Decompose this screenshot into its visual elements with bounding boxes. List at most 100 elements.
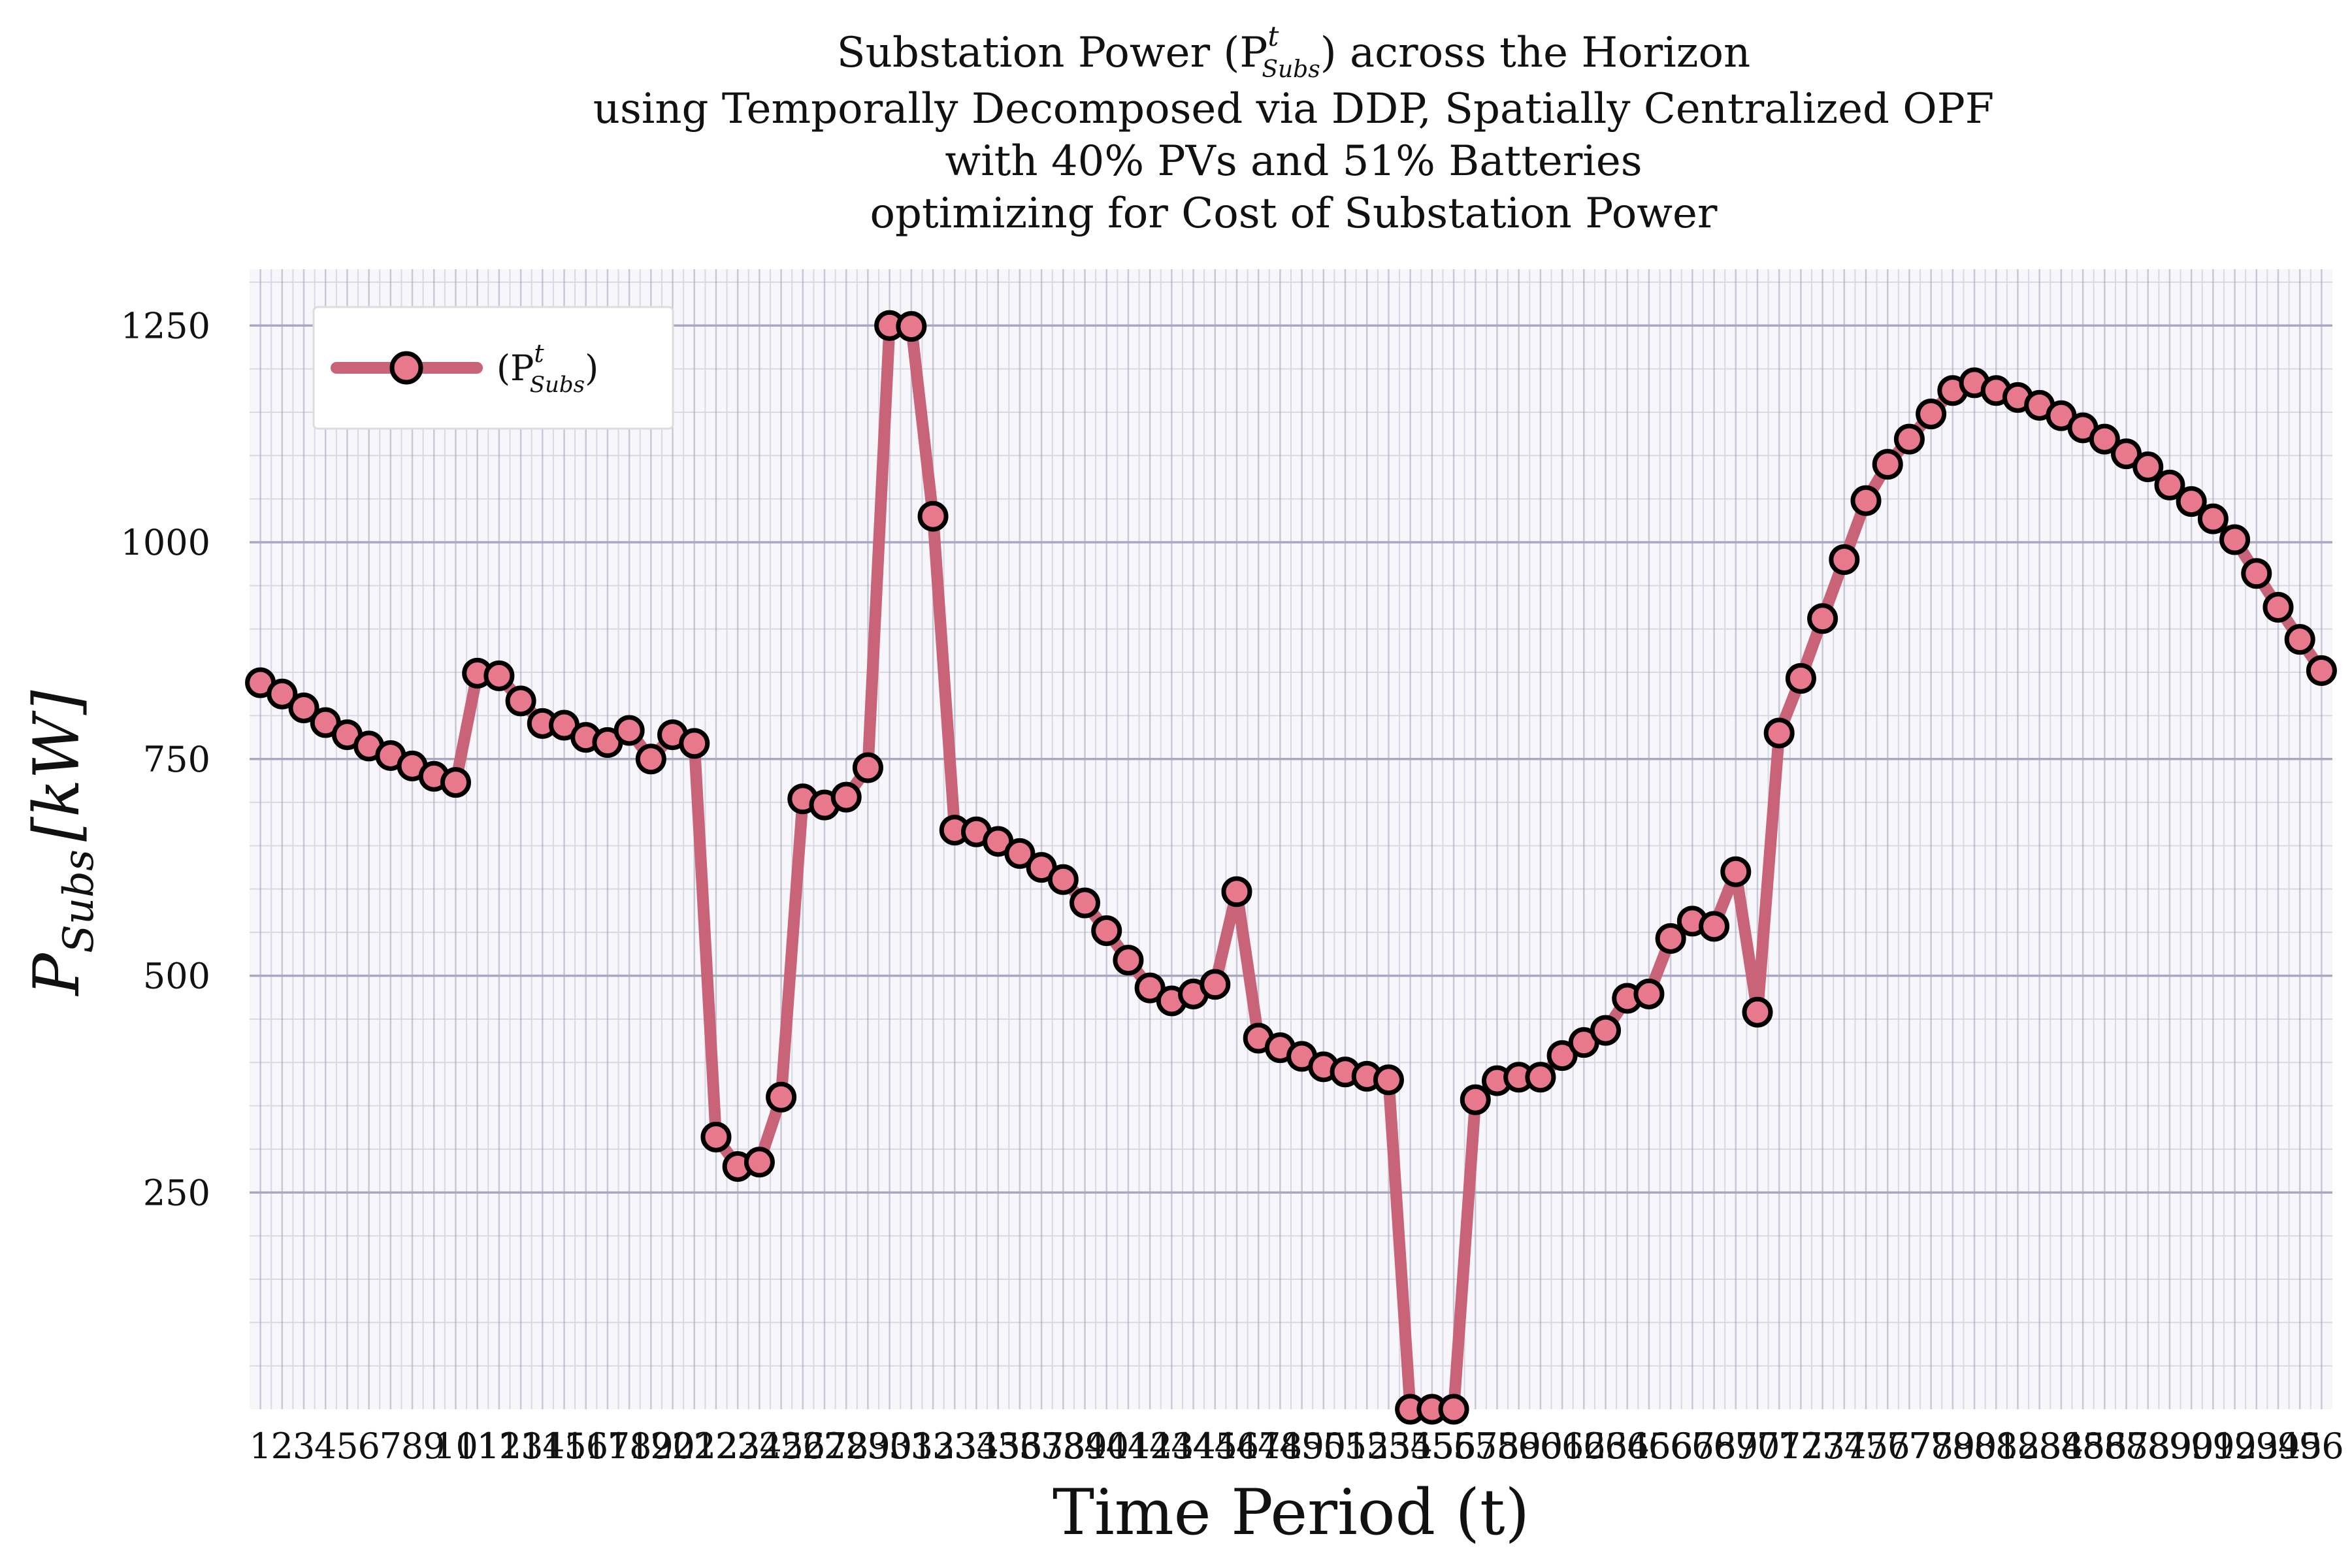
data-point-marker (852, 752, 883, 783)
x-tick-label: 3 (293, 1426, 315, 1467)
x-tick-label: 72 (1778, 1426, 1823, 1467)
x-tick-label: 38 (1041, 1426, 1086, 1467)
data-point-marker (1134, 972, 1166, 1004)
x-tick-label: 57 (1453, 1426, 1498, 1467)
x-tick-label: 45 (1192, 1426, 1237, 1467)
x-tick-label: 70 (1735, 1426, 1780, 1467)
data-point-marker (1893, 423, 1925, 455)
data-point-marker (2197, 503, 2229, 534)
x-tick-label: 24 (737, 1426, 782, 1467)
data-point-marker (1590, 1015, 1622, 1046)
x-tick-label: 80 (1952, 1426, 1997, 1467)
x-tick-label: 59 (1496, 1426, 1541, 1467)
x-tick-label: 1 (249, 1426, 271, 1467)
data-point-marker (1829, 544, 1860, 576)
legend-label: (Pt Subs) (497, 339, 598, 398)
x-tick-label: 56 (1431, 1426, 1477, 1467)
x-tick-label: 37 (1019, 1426, 1064, 1467)
data-point-marker (896, 311, 927, 342)
x-tick-label: 67 (1670, 1426, 1715, 1467)
x-tick-label: 18 (607, 1426, 652, 1467)
x-tick-label: 84 (2039, 1426, 2084, 1467)
data-point-marker (1633, 978, 1665, 1009)
data-point-marker (700, 1121, 732, 1152)
data-point-marker (1221, 876, 1252, 907)
x-tick-label: 69 (1713, 1426, 1758, 1467)
data-point-marker (2306, 655, 2337, 686)
x-tick-label: 93 (2234, 1426, 2279, 1467)
x-tick-label: 83 (2017, 1426, 2062, 1467)
x-tick-label: 4 (314, 1426, 336, 1467)
y-tick-label: 1250 (121, 305, 210, 346)
x-axis-label: Time Period (t) (1053, 1476, 1529, 1549)
x-tick-label: 23 (715, 1426, 760, 1467)
x-tick-label: 50 (1301, 1426, 1346, 1467)
x-tick-label: 7 (380, 1426, 402, 1467)
y-tick-label: 250 (143, 1172, 210, 1213)
x-tick-label: 76 (1865, 1426, 1910, 1467)
data-point-marker (1807, 603, 1838, 634)
x-tick-label: 63 (1583, 1426, 1628, 1467)
data-point-marker (2219, 524, 2251, 555)
x-tick-label: 52 (1345, 1426, 1390, 1467)
y-axis-subscript: Subs (55, 849, 103, 953)
x-tick-label: 32 (911, 1426, 956, 1467)
x-tick-label: 66 (1648, 1426, 1693, 1467)
x-tick-label: 51 (1323, 1426, 1368, 1467)
x-tick-label: 94 (2256, 1426, 2301, 1467)
data-point-marker (483, 660, 515, 691)
x-tick-label: 30 (867, 1426, 912, 1467)
x-tick-label: 96 (2299, 1426, 2344, 1467)
y-tick-label: 750 (143, 739, 210, 780)
svg-text:PSubs[kW]: PSubs [kW] (20, 690, 103, 997)
x-tick-label: 58 (1475, 1426, 1520, 1467)
x-tick-label: 15 (542, 1426, 587, 1467)
x-tick-label: 17 (585, 1426, 630, 1467)
x-tick-label: 74 (1821, 1426, 1867, 1467)
data-point-marker (1525, 1062, 1556, 1093)
minor-grid (250, 269, 2332, 1409)
x-tick-label: 16 (563, 1426, 608, 1467)
x-tick-label: 11 (455, 1426, 500, 1467)
data-point-marker (1004, 838, 1036, 869)
x-tick-label: 49 (1279, 1426, 1324, 1467)
data-point-marker (1091, 915, 1122, 946)
x-tick-label: 88 (2125, 1426, 2170, 1467)
title-line-2: using Temporally Decomposed via DDP, Spa… (593, 85, 1994, 133)
x-tick-label: 33 (932, 1426, 977, 1467)
x-tick-label: 71 (1757, 1426, 1802, 1467)
x-tick-label: 10 (433, 1426, 478, 1467)
x-tick-label: 64 (1605, 1426, 1650, 1467)
x-tick-label: 29 (845, 1426, 890, 1467)
x-tick-label: 5 (336, 1426, 358, 1467)
x-tick-label: 41 (1106, 1426, 1151, 1467)
data-point-marker (1200, 969, 1231, 1000)
x-tick-label: 62 (1561, 1426, 1607, 1467)
x-tick-label: 12 (477, 1426, 522, 1467)
data-point-marker (288, 692, 319, 723)
series-markers (245, 310, 2337, 1425)
x-tick-label: 85 (2061, 1426, 2106, 1467)
data-point-marker (2089, 423, 2120, 455)
data-point-marker (1047, 864, 1079, 895)
y-axis-label: PSubs [kW] (20, 690, 103, 997)
y-tick-label: 500 (143, 956, 210, 997)
data-point-marker (830, 781, 862, 813)
data-point-marker (2111, 438, 2142, 470)
y-tick-labels: 250 500 750 1000 1250 (121, 305, 210, 1213)
x-tick-label: 60 (1518, 1426, 1563, 1467)
x-tick-label: 65 (1627, 1426, 1672, 1467)
data-point-marker (2154, 469, 2185, 500)
x-tick-label: 68 (1691, 1426, 1737, 1467)
x-tick-label: 77 (1887, 1426, 1932, 1467)
data-point-marker (917, 500, 949, 532)
major-grid (250, 269, 2332, 1409)
y-axis-symbol: P (20, 953, 93, 997)
x-tick-label: 47 (1236, 1426, 1281, 1467)
x-tick-label: 91 (2191, 1426, 2236, 1467)
data-point-marker (1916, 399, 1947, 430)
x-tick-label: 61 (1540, 1426, 1585, 1467)
x-tick-label: 75 (1844, 1426, 1889, 1467)
data-point-marker (1699, 911, 1730, 942)
